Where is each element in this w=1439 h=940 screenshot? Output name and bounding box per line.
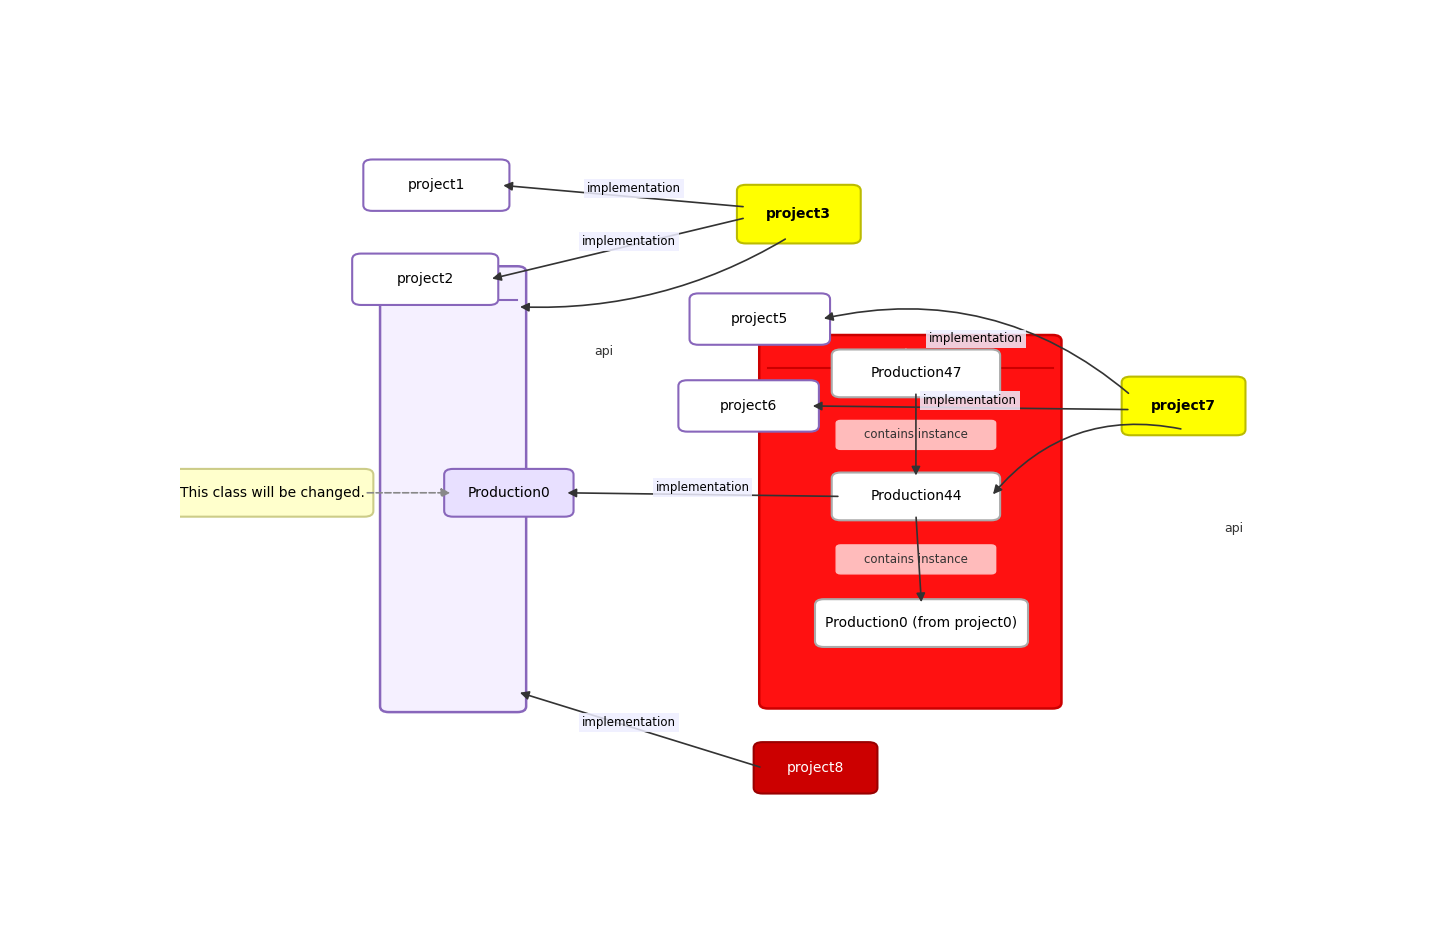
Text: This class will be changed.: This class will be changed. [180, 486, 366, 500]
Text: Production44: Production44 [871, 490, 961, 504]
Text: project1: project1 [407, 179, 465, 192]
Text: project5: project5 [731, 312, 789, 326]
Text: contains instance: contains instance [863, 553, 968, 566]
Text: implementation: implementation [656, 481, 750, 494]
FancyBboxPatch shape [754, 743, 878, 793]
Text: project6: project6 [720, 399, 777, 413]
FancyBboxPatch shape [836, 545, 996, 573]
FancyBboxPatch shape [171, 469, 373, 517]
Text: Production47: Production47 [871, 367, 961, 381]
Text: implementation: implementation [587, 182, 681, 196]
Text: Production0 (from project0): Production0 (from project0) [826, 616, 1017, 630]
Text: project8: project8 [787, 760, 845, 775]
FancyBboxPatch shape [832, 350, 1000, 398]
Text: project4: project4 [882, 348, 940, 362]
Text: implementation: implementation [928, 333, 1023, 346]
FancyBboxPatch shape [814, 599, 1027, 647]
Text: api: api [594, 345, 613, 358]
FancyBboxPatch shape [836, 420, 996, 449]
Text: Production0: Production0 [468, 486, 550, 500]
FancyBboxPatch shape [445, 469, 574, 517]
Text: project0: project0 [425, 279, 482, 292]
FancyBboxPatch shape [363, 160, 509, 211]
Text: project2: project2 [397, 273, 453, 287]
FancyBboxPatch shape [380, 266, 527, 713]
Text: project7: project7 [1151, 399, 1216, 413]
FancyBboxPatch shape [689, 293, 830, 345]
FancyBboxPatch shape [353, 254, 498, 305]
Text: implementation: implementation [924, 394, 1017, 407]
Text: implementation: implementation [581, 235, 676, 248]
Text: api: api [1225, 523, 1243, 536]
FancyBboxPatch shape [737, 185, 861, 243]
Text: implementation: implementation [581, 716, 676, 729]
Text: project3: project3 [767, 207, 832, 221]
FancyBboxPatch shape [832, 473, 1000, 521]
Text: contains instance: contains instance [863, 429, 968, 442]
FancyBboxPatch shape [1121, 377, 1246, 435]
FancyBboxPatch shape [678, 381, 819, 431]
FancyBboxPatch shape [760, 335, 1062, 709]
